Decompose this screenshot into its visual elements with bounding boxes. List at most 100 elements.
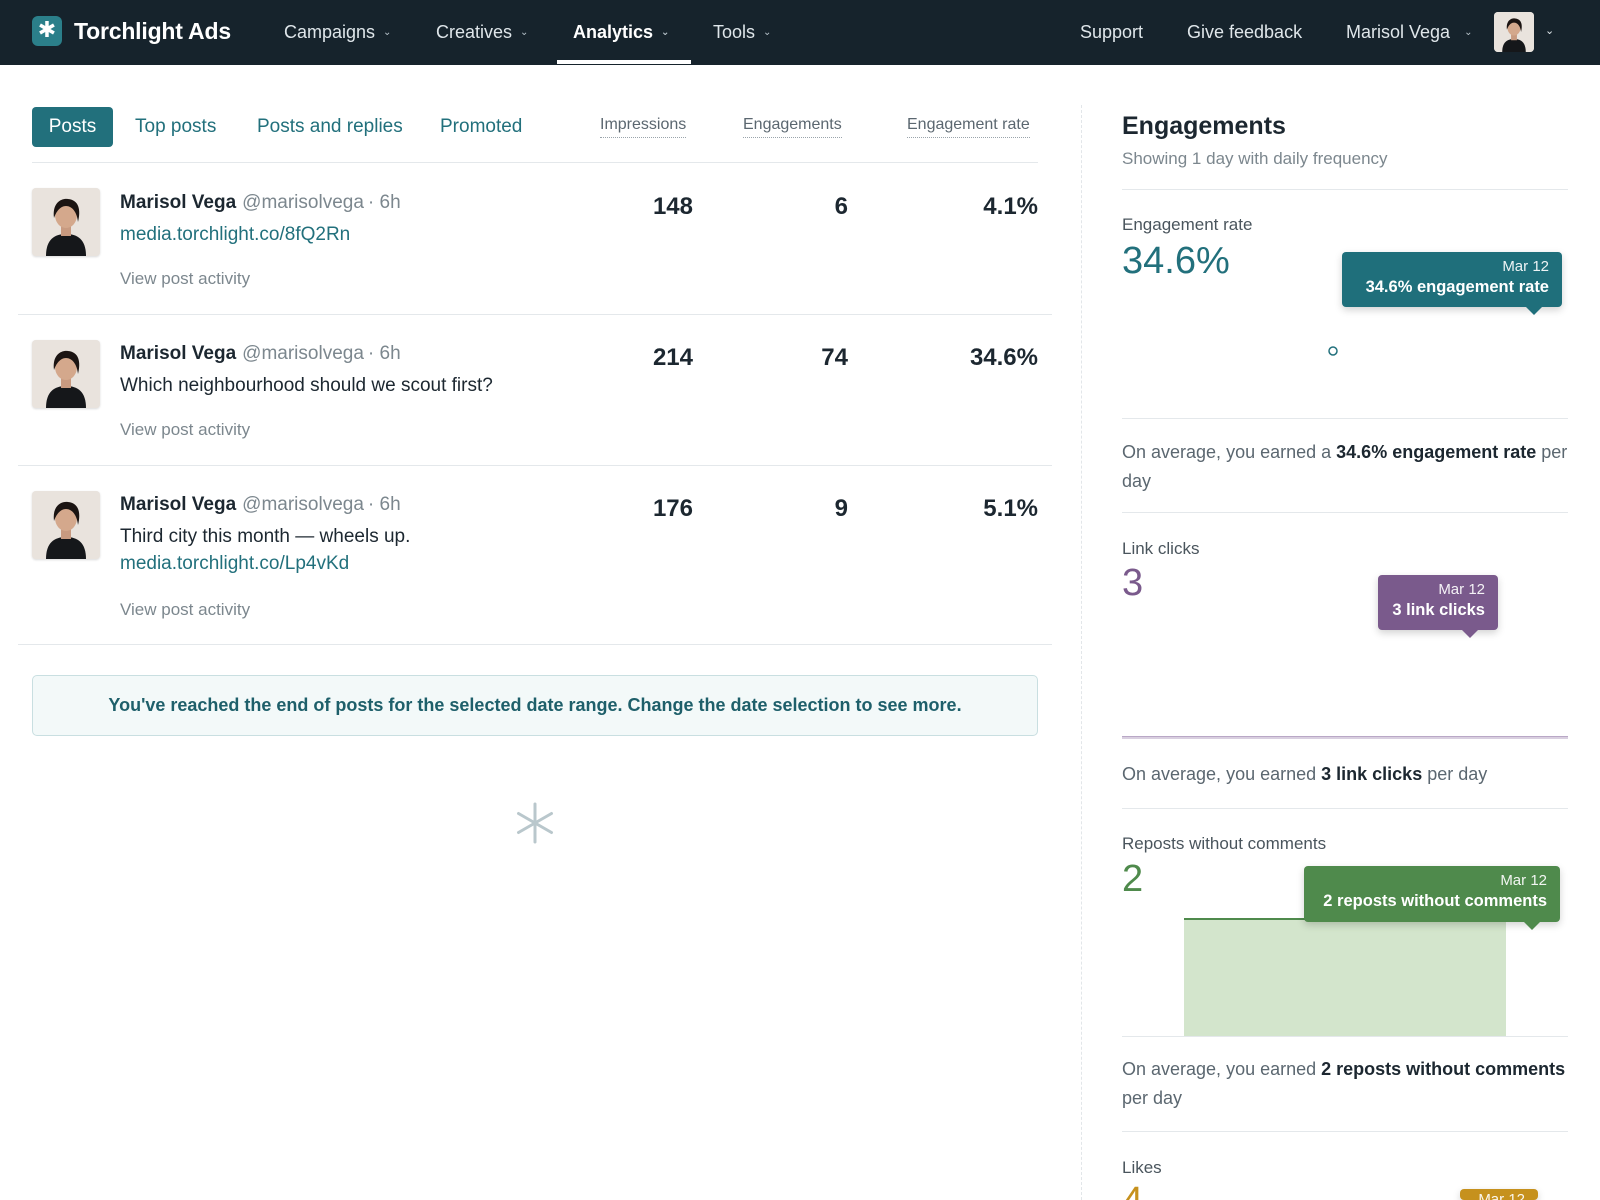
avg-suffix: per day: [1122, 1088, 1183, 1108]
column-header-engagement-rate[interactable]: Engagement rate: [907, 116, 1030, 138]
post-author[interactable]: Marisol Vega: [120, 343, 237, 364]
view-post-activity-link[interactable]: View post activity: [120, 269, 251, 288]
post-handle[interactable]: @marisolvega: [242, 343, 364, 364]
tooltip-value: 3 link clicks: [1392, 601, 1485, 619]
engagements-value: 9: [834, 495, 848, 522]
metric-label: Reposts without comments: [1122, 834, 1327, 853]
post-time: · 6h: [367, 494, 401, 515]
chart-tooltip: Mar 12: [1460, 1189, 1538, 1200]
user-menu[interactable]: Marisol Vega ⌄: [1346, 0, 1472, 65]
avatar-portrait-icon: [32, 188, 100, 256]
tooltip-date: Mar 12: [1478, 1191, 1525, 1200]
give-feedback-link[interactable]: Give feedback: [1187, 22, 1303, 42]
tooltip-date: Mar 12: [1502, 258, 1549, 275]
chart-tooltip: Mar 12 2 reposts without comments: [1304, 866, 1560, 930]
view-post-activity-link[interactable]: View post activity: [120, 420, 251, 439]
brand[interactable]: ✱ Torchlight Ads: [32, 16, 231, 46]
impressions-value: 148: [652, 193, 693, 220]
row-divider: [18, 644, 1052, 645]
chart-data-point[interactable]: [1326, 344, 1340, 358]
avg-suffix: per day: [1122, 442, 1568, 491]
avg-bold: 2 reposts without comments: [1321, 1059, 1566, 1079]
metric-value: 2: [1122, 858, 1144, 900]
post-time: · 6h: [367, 343, 401, 364]
tab-promoted[interactable]: Promoted: [440, 116, 523, 137]
average-summary: On average, you earned 2 reposts without…: [1122, 1055, 1570, 1113]
post-link[interactable]: media.torchlight.co/8fQ2Rn: [120, 224, 351, 245]
nav-creatives-label: Creatives: [436, 22, 513, 42]
avg-prefix: On average, you earned a: [1122, 442, 1337, 462]
chart-tooltip: Mar 12 34.6% engagement rate: [1342, 252, 1562, 315]
post-handle[interactable]: @marisolvega: [242, 192, 364, 213]
nav-tools-label: Tools: [713, 22, 756, 42]
metric-value: 34.6%: [1122, 240, 1230, 282]
impressions-value: 214: [652, 344, 693, 371]
average-summary: On average, you earned 3 link clicks per…: [1122, 760, 1570, 789]
panel-divider: [1122, 189, 1568, 190]
end-of-posts-banner: You've reached the end of posts for the …: [32, 675, 1038, 736]
panel-divider: [1122, 1036, 1568, 1037]
column-header-impressions[interactable]: Impressions: [600, 116, 687, 138]
tab-posts-and-replies[interactable]: Posts and replies: [257, 116, 403, 137]
avg-prefix: On average, you earned: [1122, 764, 1322, 784]
post-author[interactable]: Marisol Vega: [120, 192, 237, 213]
post-header: Marisol Vega @marisolvega · 6h: [120, 192, 401, 214]
chart-tooltip: Mar 12 3 link clicks: [1378, 575, 1498, 638]
tooltip-value: 2 reposts without comments: [1323, 892, 1547, 910]
avatar[interactable]: [1494, 12, 1534, 52]
chevron-down-icon: ⌄: [763, 27, 772, 38]
post-text: Which neighbourhood should we scout firs…: [120, 375, 493, 396]
reposts-chart-bar[interactable]: [1184, 918, 1506, 1036]
nav-tools[interactable]: Tools ⌄: [713, 0, 771, 65]
nav-analytics-label: Analytics: [573, 22, 654, 42]
row-divider: [18, 465, 1052, 466]
post-link[interactable]: media.torchlight.co/Lp4vKd: [120, 553, 350, 574]
engagement-rate-value: 34.6%: [969, 344, 1038, 371]
metric-label: Likes: [1122, 1158, 1162, 1177]
top-navigation: ✱ Torchlight Ads Campaigns ⌄ Creatives ⌄…: [0, 0, 1600, 65]
avatar-portrait-icon: [32, 491, 100, 559]
avg-suffix: per day: [1422, 764, 1488, 784]
panel-divider: [1122, 418, 1568, 419]
chevron-down-icon: ⌄: [661, 27, 670, 38]
post-header: Marisol Vega @marisolvega · 6h: [120, 343, 401, 365]
metric-label: Engagement rate: [1122, 215, 1253, 234]
tooltip-value: 34.6% engagement rate: [1365, 278, 1549, 296]
link-clicks-chart-line[interactable]: [1122, 736, 1568, 739]
nav-campaigns[interactable]: Campaigns ⌄: [284, 0, 391, 65]
chevron-down-icon: ⌄: [1464, 27, 1473, 38]
chevron-down-icon: ⌄: [520, 27, 529, 38]
avatar[interactable]: [32, 491, 100, 559]
avatar[interactable]: [32, 340, 100, 408]
panel-divider: [1122, 808, 1568, 809]
nav-analytics[interactable]: Analytics ⌄: [573, 0, 669, 65]
post-header: Marisol Vega @marisolvega · 6h: [120, 494, 401, 516]
tab-top-posts[interactable]: Top posts: [135, 116, 217, 137]
nav-campaigns-label: Campaigns: [284, 22, 376, 42]
post-handle[interactable]: @marisolvega: [242, 494, 364, 515]
panel-subtitle: Showing 1 day with daily frequency: [1122, 149, 1388, 168]
column-header-engagements[interactable]: Engagements: [743, 116, 842, 138]
post-author[interactable]: Marisol Vega: [120, 494, 237, 515]
panel-title: Engagements: [1122, 112, 1286, 140]
tooltip-date: Mar 12: [1438, 581, 1485, 598]
view-post-activity-link[interactable]: View post activity: [120, 600, 251, 619]
nav-creatives[interactable]: Creatives ⌄: [436, 0, 528, 65]
tooltip-date: Mar 12: [1500, 872, 1547, 889]
engagements-value: 74: [821, 344, 848, 371]
chevron-down-icon: ⌄: [383, 27, 392, 38]
impressions-value: 176: [652, 495, 693, 522]
row-divider: [18, 314, 1052, 315]
avatar[interactable]: [32, 188, 100, 256]
panel-separator: [1081, 105, 1082, 1200]
avg-bold: 34.6% engagement rate: [1336, 442, 1537, 462]
chevron-down-icon[interactable]: ⌄: [1545, 24, 1555, 37]
tab-posts[interactable]: Posts: [32, 107, 113, 147]
avg-prefix: On average, you earned: [1122, 1059, 1322, 1079]
engagements-value: 6: [834, 193, 848, 220]
engagement-rate-value: 5.1%: [983, 495, 1038, 522]
metric-label: Link clicks: [1122, 539, 1200, 558]
metric-value: 4: [1122, 1180, 1143, 1200]
support-link[interactable]: Support: [1080, 22, 1144, 42]
header-divider: [32, 162, 1038, 163]
